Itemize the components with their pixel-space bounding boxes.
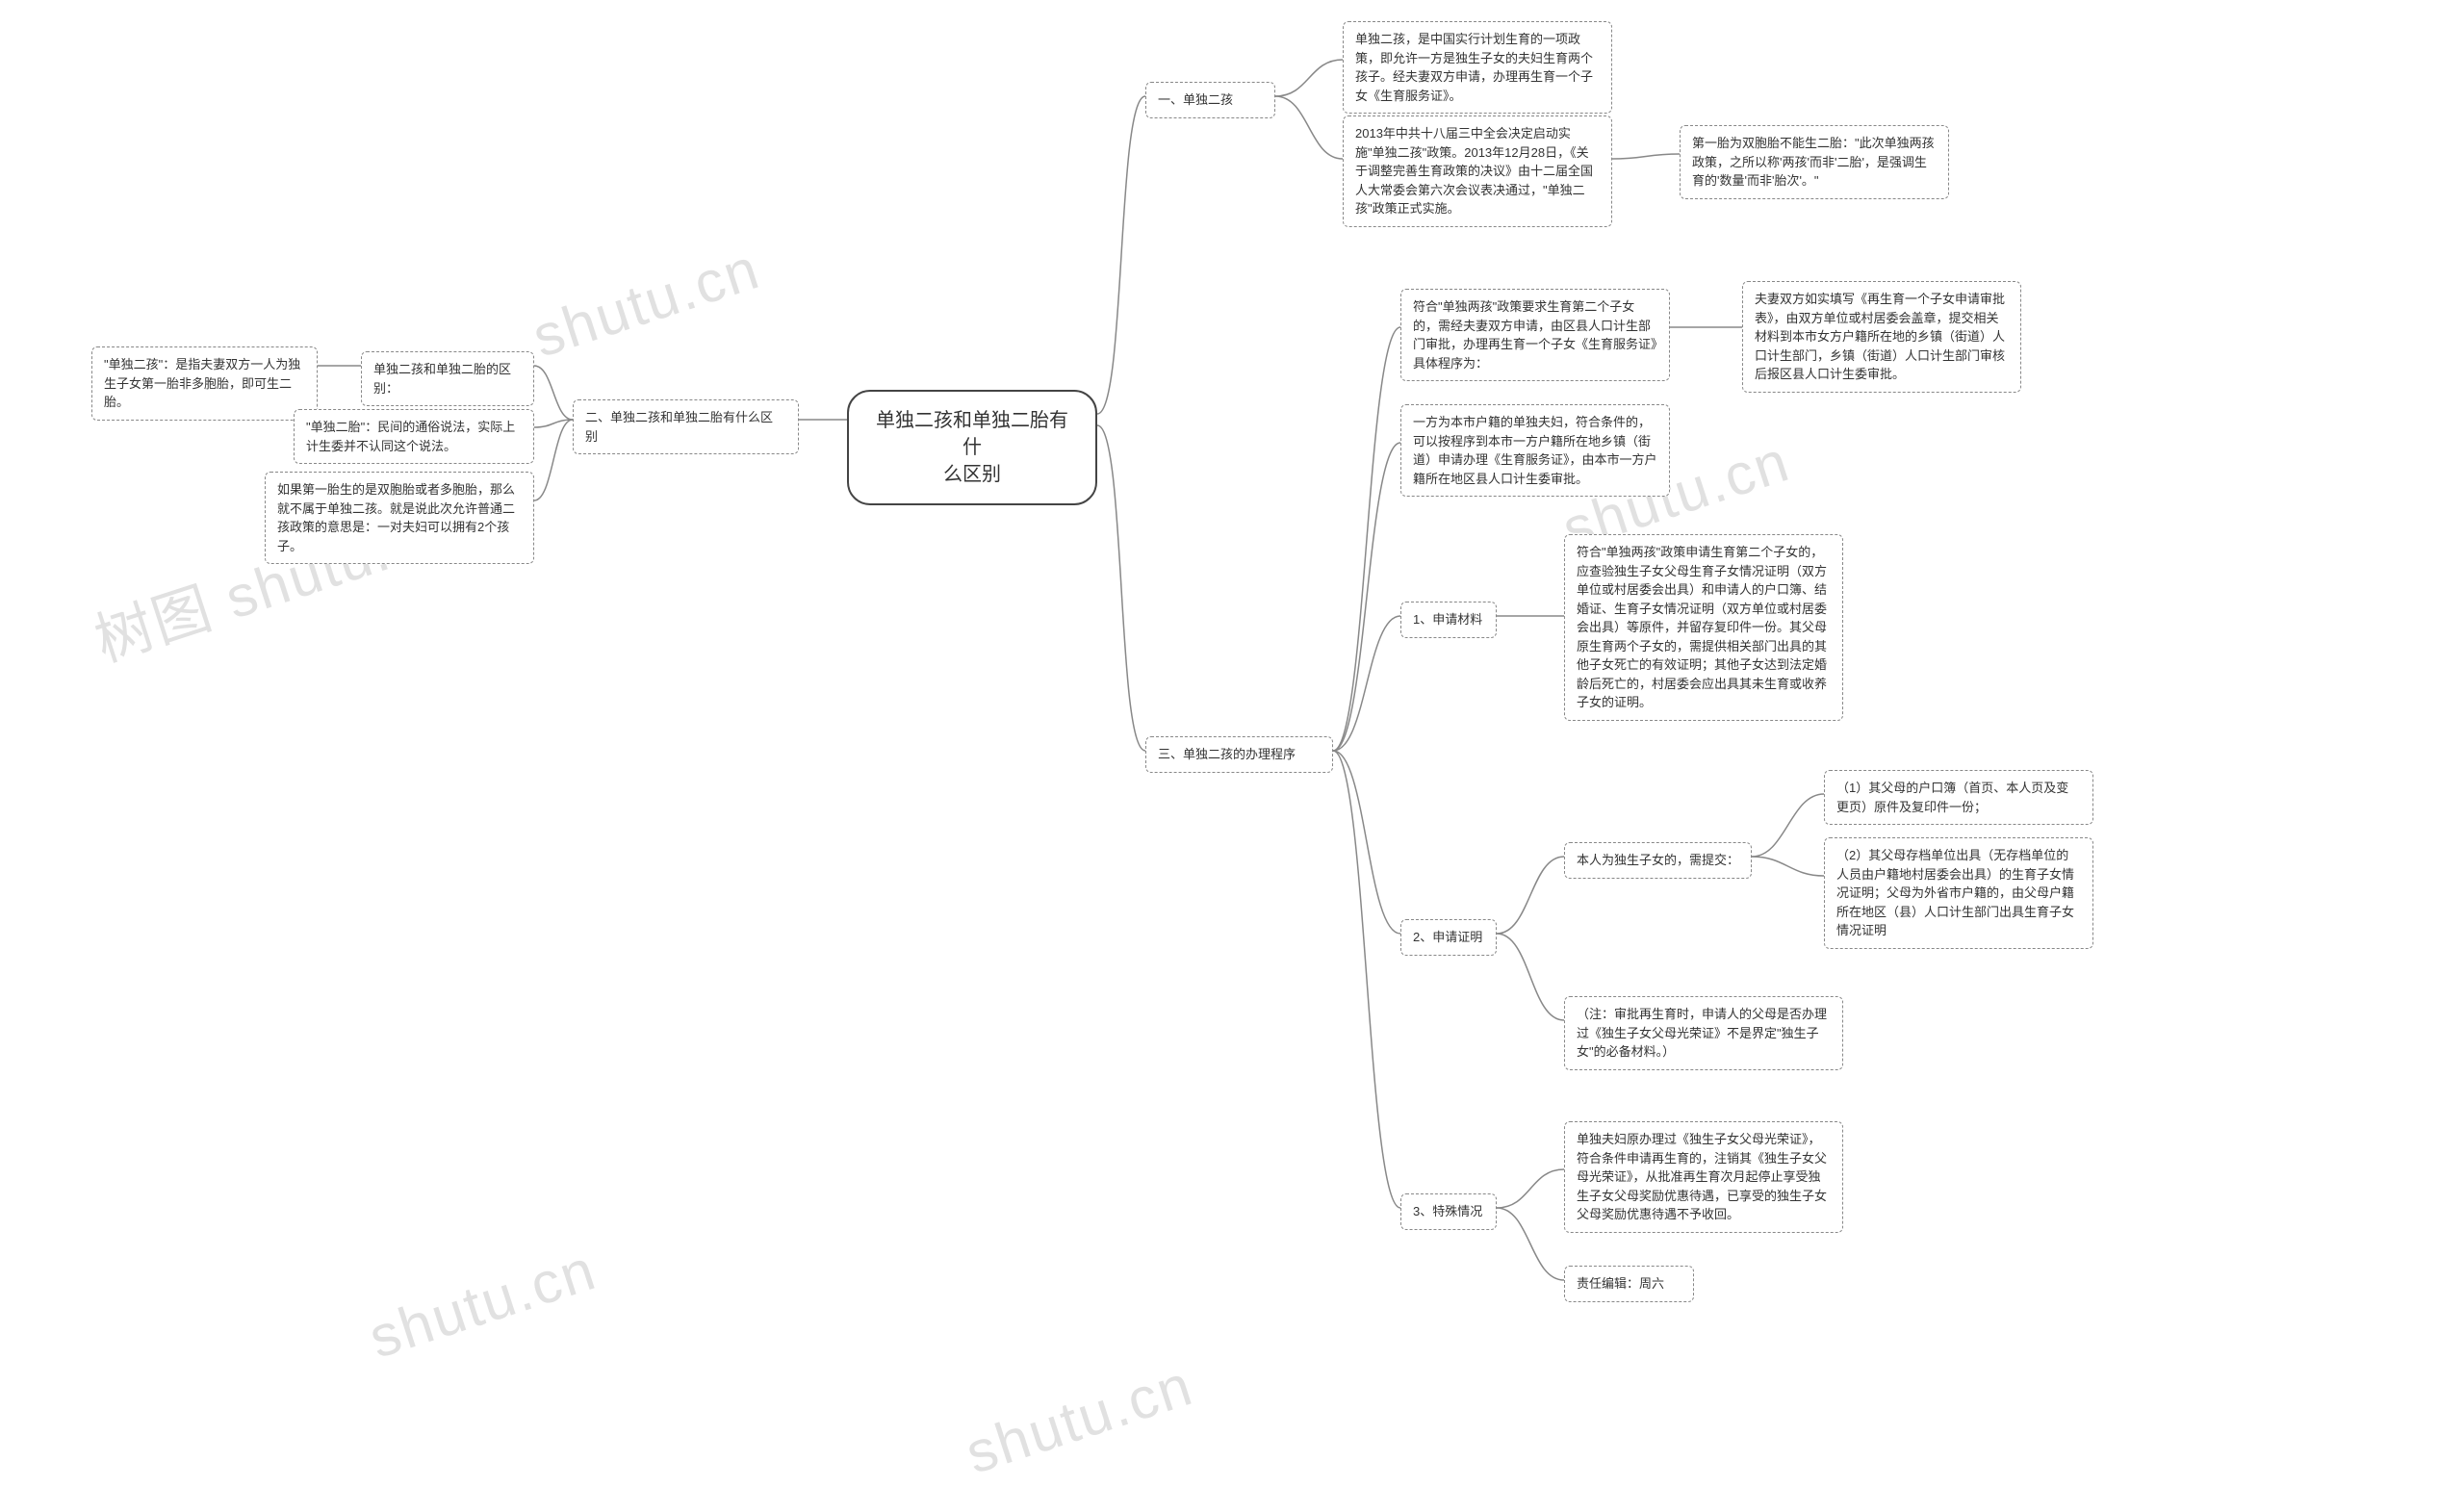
branch-1-child-2: 2013年中共十八届三中全会决定启动实施"单独二孩"政策。2013年12月28日… [1343,115,1612,227]
branch-3-child-5b: 责任编辑：周六 [1564,1266,1694,1302]
branch-3-label: 三、单独二孩的办理程序 [1145,736,1333,773]
branch-2-child-1: 单独二孩和单独二胎的区别： [361,351,534,406]
branch-2-child-2: "单独二胎"：民间的通俗说法，实际上计生委并不认同这个说法。 [294,409,534,464]
branch-1-child-1: 单独二孩，是中国实行计划生育的一项政策，即允许一方是独生子女的夫妇生育两个孩子。… [1343,21,1612,114]
branch-2-child-1a: "单独二孩"：是指夫妻双方一人为独生子女第一胎非多胞胎，即可生二胎。 [91,346,318,421]
branch-3-child-3: 1、申请材料 [1400,602,1497,638]
branch-3-child-4a2: （2）其父母存档单位出具（无存档单位的人员由户籍地村居委会出具）的生育子女情况证… [1824,837,2093,949]
branch-2-label: 二、单独二孩和单独二胎有什么区别 [573,399,799,454]
branch-3-child-4: 2、申请证明 [1400,919,1497,956]
watermark: shutu.cn [525,235,767,371]
branch-3-child-1a: 夫妻双方如实填写《再生育一个子女申请审批表》，由双方单位或村居委会盖章，提交相关… [1742,281,2021,393]
branch-1-label: 一、单独二孩 [1145,82,1275,118]
branch-3-child-4a: 本人为独生子女的，需提交： [1564,842,1752,879]
branch-3-child-2: 一方为本市户籍的单独夫妇，符合条件的，可以按程序到本市一方户籍所在地乡镇（街道）… [1400,404,1670,497]
branch-3-child-4b: （注：审批再生育时，申请人的父母是否办理过《独生子女父母光荣证》不是界定"独生子… [1564,996,1843,1070]
branch-3-child-1: 符合"单独两孩"政策要求生育第二个子女的，需经夫妻双方申请，由区县人口计生部门审… [1400,289,1670,381]
branch-3-child-5: 3、特殊情况 [1400,1193,1497,1230]
watermark: shutu.cn [361,1236,603,1372]
root-node: 单独二孩和单独二胎有什么区别 [847,390,1097,505]
branch-3-child-4a1: （1）其父母的户口簿（首页、本人页及变更页）原件及复印件一份； [1824,770,2093,825]
mindmap-connectors [0,0,2464,1466]
branch-3-child-5a: 单独夫妇原办理过《独生子女父母光荣证》，符合条件申请再生育的，注销其《独生子女父… [1564,1121,1843,1233]
branch-3-child-3a: 符合"单独两孩"政策申请生育第二个子女的，应查验独生子女父母生育子女情况证明（双… [1564,534,1843,721]
branch-1-child-2a: 第一胎为双胞胎不能生二胎："此次单独两孩政策，之所以称'两孩'而非'二胎'，是强… [1680,125,1949,199]
branch-2-child-3: 如果第一胎生的是双胞胎或者多胞胎，那么就不属于单独二孩。就是说此次允许普通二孩政… [265,472,534,564]
watermark: shutu.cn [958,1351,1200,1487]
